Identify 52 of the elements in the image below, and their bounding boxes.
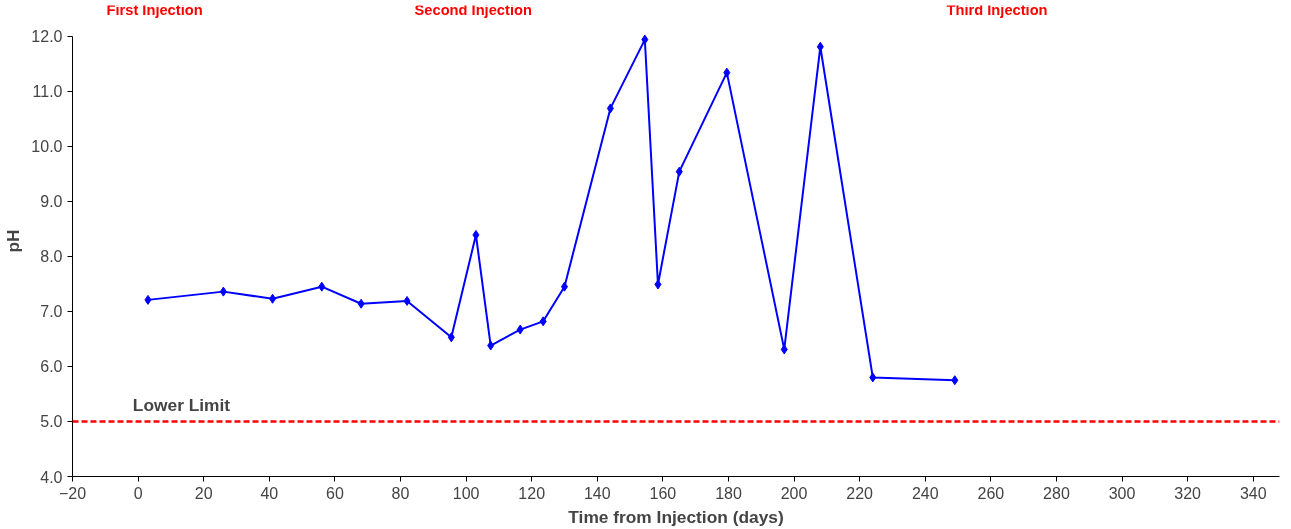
y-tick-label: 10.0 — [31, 138, 63, 156]
point — [951, 375, 959, 386]
point — [472, 229, 480, 240]
x-tick-label: 80 — [391, 484, 410, 502]
x-tick-label: 180 — [715, 484, 742, 502]
point — [516, 324, 524, 335]
y-tick-label: 7.0 — [40, 303, 63, 321]
y-tick-label: 6.0 — [40, 358, 63, 376]
x-tick-label: 160 — [649, 484, 677, 502]
point — [144, 294, 152, 305]
point — [318, 281, 326, 292]
text: Second Injection — [414, 2, 532, 19]
x-tick-label: 100 — [452, 484, 480, 502]
x-tick-label: 120 — [518, 484, 546, 502]
y-tick-label: 11.0 — [32, 83, 63, 101]
x-tick-label: 60 — [325, 484, 344, 502]
x-tick-label: 320 — [1174, 484, 1202, 502]
point — [219, 286, 227, 297]
point — [539, 316, 547, 327]
y-tick-label: 12.0 — [31, 28, 63, 46]
x-tick-label: 40 — [260, 484, 279, 502]
x-tick-label: 280 — [1043, 484, 1070, 502]
x-tick-label: 140 — [583, 484, 611, 502]
ref-line-label: Lower Limit — [132, 395, 231, 416]
y-tick-label: 5.0 — [40, 413, 63, 431]
y-tick-label: 4.0 — [40, 468, 63, 486]
y-tick-label: 8.0 — [40, 248, 63, 266]
x-tick-label: 300 — [1108, 484, 1136, 502]
x-tick-label: 20 — [194, 484, 213, 502]
y-axis-title: pH — [3, 229, 24, 253]
x-tick-label: 340 — [1239, 484, 1267, 502]
x-tick-label: −20 — [58, 484, 87, 502]
point — [487, 340, 495, 351]
point — [403, 295, 411, 306]
point — [447, 332, 455, 343]
y-tick-label: 9.0 — [40, 193, 63, 211]
point — [780, 344, 788, 355]
point — [606, 103, 614, 114]
x-tick-label: 240 — [911, 484, 939, 502]
point — [560, 281, 568, 292]
x-axis-title: Time from Injection (days) — [568, 506, 784, 527]
point — [269, 293, 277, 304]
point — [869, 372, 877, 383]
x-tick-label: 0 — [133, 484, 143, 502]
x-tick-label: 200 — [780, 484, 808, 502]
text: Third Injection — [946, 2, 1048, 19]
point — [675, 166, 683, 177]
point — [723, 67, 731, 78]
x-tick-label: 260 — [977, 484, 1005, 502]
point — [357, 298, 365, 309]
text: First Injection — [106, 2, 203, 19]
x-tick-label: 220 — [846, 484, 874, 502]
